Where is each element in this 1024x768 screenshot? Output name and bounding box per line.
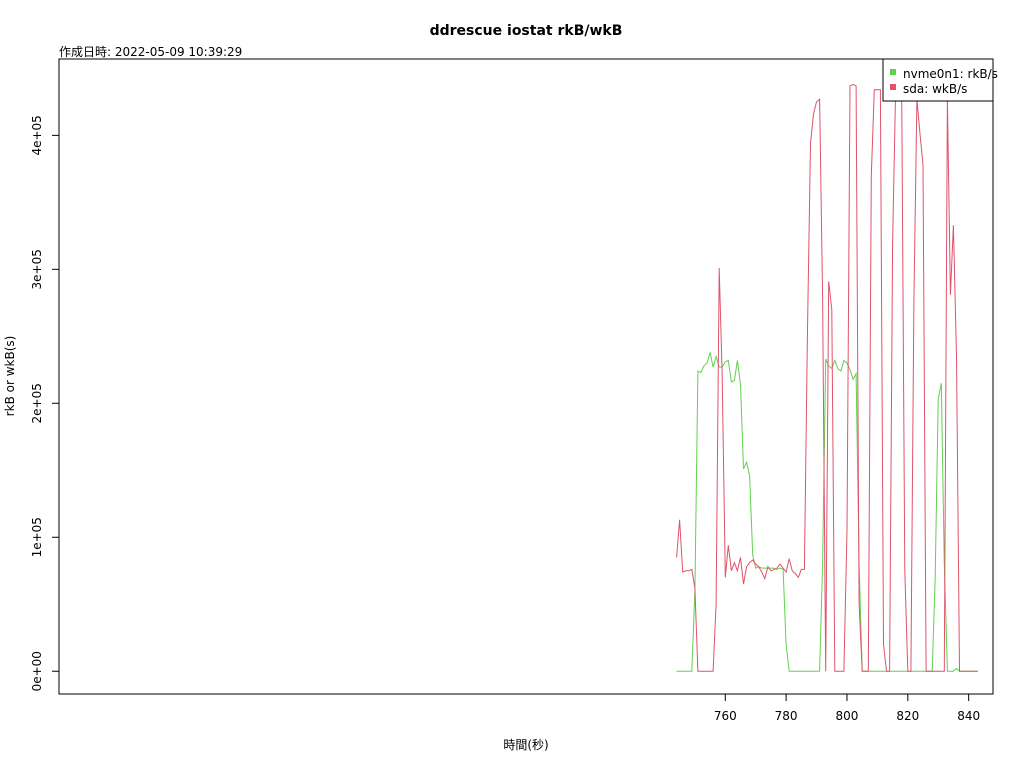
x-tick-label: 800 (836, 709, 859, 723)
y-tick-label: 0e+00 (30, 651, 44, 691)
y-axis-label: rkB or wkB(s) (3, 336, 17, 417)
legend-swatch-sda (890, 84, 896, 90)
x-tick-label: 780 (775, 709, 798, 723)
x-axis: 760 780 800 820 840 (714, 693, 980, 723)
chart-subtitle: 作成日時: 2022-05-09 10:39:29 (59, 45, 242, 59)
legend-label-sda: sda: wkB/s (903, 82, 967, 96)
y-axis: 0e+00 1e+05 2e+05 3e+05 4e+05 (30, 115, 60, 691)
y-tick-label: 4e+05 (30, 115, 44, 155)
legend-label-nvme: nvme0n1: rkB/s (903, 67, 998, 81)
x-tick-label: 840 (957, 709, 980, 723)
x-tick-label: 760 (714, 709, 737, 723)
series-line-sda (676, 83, 978, 672)
y-tick-label: 3e+05 (30, 249, 44, 289)
legend-swatch-nvme (890, 69, 896, 75)
x-axis-label: 時間(秒) (503, 738, 548, 752)
series-layer (676, 83, 978, 672)
x-tick-label: 820 (896, 709, 919, 723)
legend: nvme0n1: rkB/s sda: wkB/s (882, 58, 998, 102)
y-tick-label: 1e+05 (30, 517, 44, 557)
chart-title: ddrescue iostat rkB/wkB (430, 23, 623, 39)
y-tick-label: 2e+05 (30, 383, 44, 423)
legend-box (882, 58, 994, 102)
